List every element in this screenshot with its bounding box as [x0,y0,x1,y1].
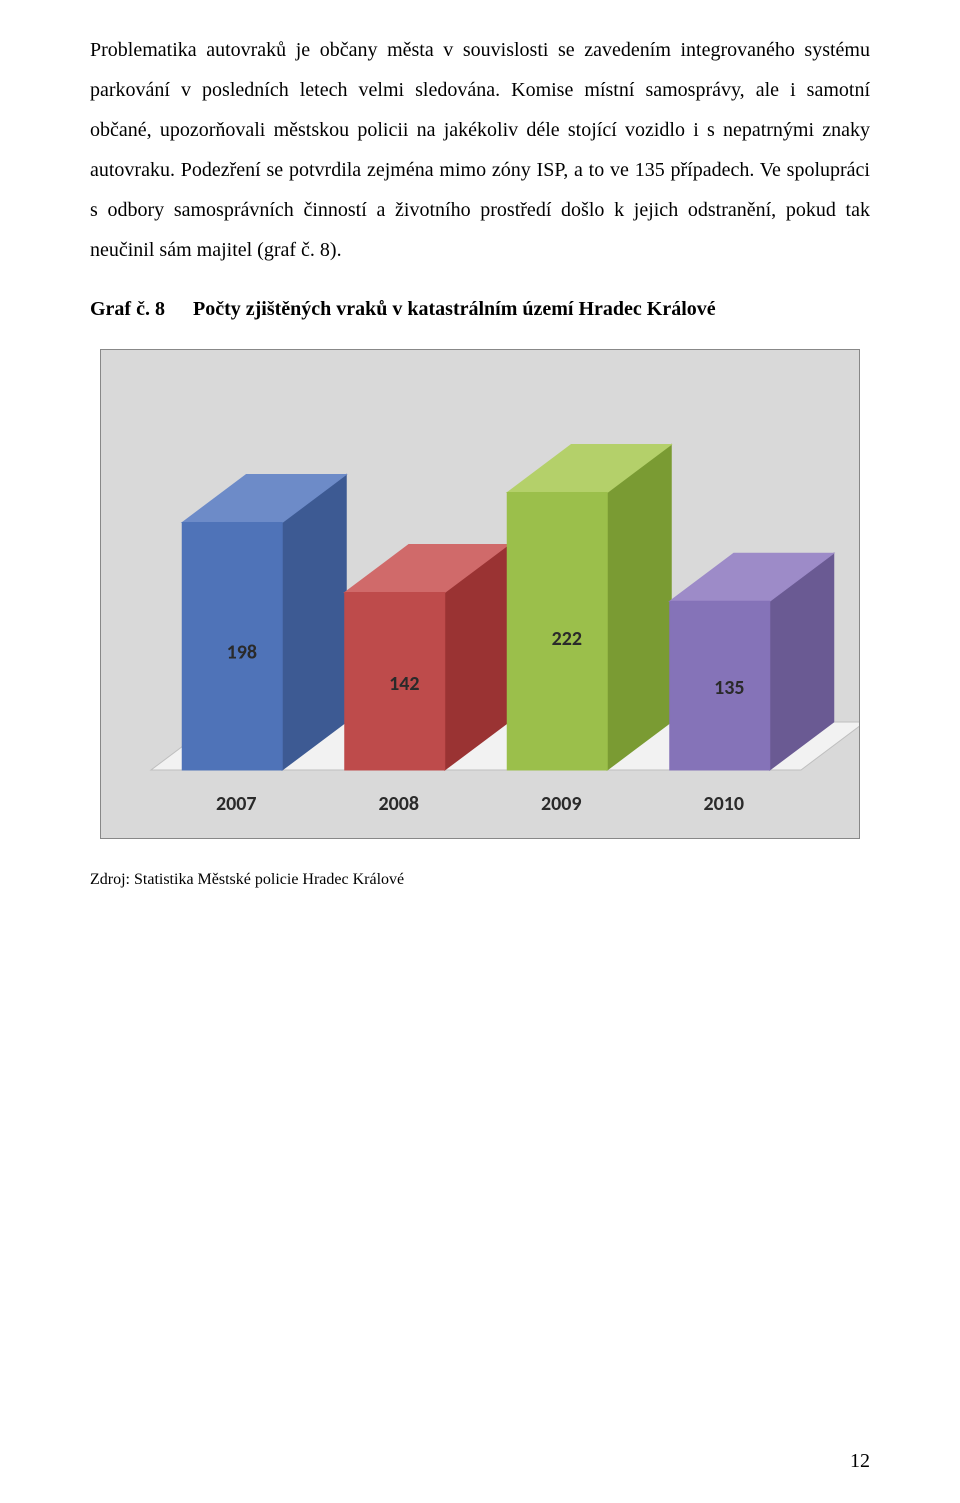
svg-text:222: 222 [552,627,582,651]
svg-text:142: 142 [389,672,419,696]
svg-text:135: 135 [714,676,744,700]
chart-number-label: Graf č. 8 [90,298,193,321]
svg-text:2007: 2007 [216,792,257,816]
svg-text:2009: 2009 [541,792,582,816]
body-paragraph: Problematika autovraků je občany města v… [90,30,870,270]
svg-text:2008: 2008 [378,792,419,816]
svg-text:2010: 2010 [703,792,744,816]
page-number: 12 [850,1450,870,1473]
chart-source: Zdroj: Statistika Městské policie Hradec… [90,871,870,889]
chart-heading-row: Graf č. 8 Počty zjištěných vraků v katas… [90,298,870,321]
svg-text:198: 198 [227,641,257,665]
chart-title: Počty zjištěných vraků v katastrálním úz… [193,298,716,321]
bar-chart: 198 2007 142 2008 222 2009 135 2010 [100,349,860,839]
